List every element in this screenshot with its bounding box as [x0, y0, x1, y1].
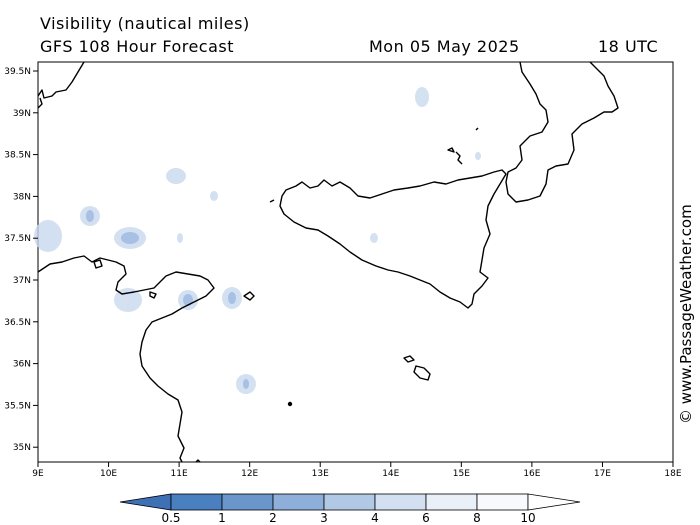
- colorbar-segment: [425, 493, 478, 511]
- libya-coast: [195, 459, 201, 463]
- malta: [413, 365, 431, 381]
- vis-patch: [183, 294, 193, 306]
- colorbar-segment: [374, 493, 427, 511]
- forecast-subtitle: GFS 108 Hour Forecast: [40, 37, 235, 56]
- vis-patch: [243, 379, 249, 389]
- forecast-date: Mon 05 May 2025: [369, 37, 520, 56]
- lampione: [287, 401, 293, 407]
- lat-tick-label: 36.5N: [4, 318, 31, 328]
- italy-coast: [505, 61, 619, 203]
- colorbar-label: 3: [320, 511, 328, 525]
- map-frame: [37, 61, 674, 463]
- colorbar: 0.5 1 2 3 4 6 8 10: [119, 493, 581, 525]
- vis-patch: [34, 220, 62, 252]
- lon-tick-label: 13E: [312, 469, 329, 479]
- lat-tick-label: 39.5N: [4, 67, 31, 77]
- watermark: © www.PassageWeather.com: [677, 204, 695, 424]
- vis-patch: [475, 152, 481, 160]
- colorbar-segment: [170, 493, 223, 511]
- lon-tick-label: 11E: [171, 469, 188, 479]
- pantelleria: [243, 291, 255, 301]
- lon-tick-label: 15E: [453, 469, 470, 479]
- vis-patch: [166, 168, 186, 184]
- colorbar-label: 2: [269, 511, 277, 525]
- map-title: Visibility (nautical miles): [40, 14, 250, 33]
- colorbar-label: 6: [422, 511, 430, 525]
- colorbar-segment: [221, 493, 274, 511]
- vis-patch: [370, 233, 378, 243]
- lat-tick-label: 38N: [13, 192, 31, 202]
- aeolian-island: [447, 147, 455, 153]
- colorbar-label: 10: [520, 511, 535, 525]
- aeolian-island-3: [475, 127, 479, 131]
- aeolian-island-2: [455, 151, 463, 165]
- watermark-text: © www.PassageWeather.com: [677, 204, 695, 424]
- colorbar-arrow-low: [119, 493, 172, 511]
- colorbar-label: 0.5: [161, 511, 180, 525]
- lat-tick-label: 36N: [13, 360, 31, 370]
- lon-tick-label: 9E: [32, 469, 44, 479]
- colorbar-segment: [272, 493, 325, 511]
- vis-patch: [415, 87, 429, 107]
- colorbar-label: 4: [371, 511, 379, 525]
- lat-tick-label: 38.5N: [4, 151, 31, 161]
- gozo: [403, 355, 415, 363]
- lat-tick-label: 37N: [13, 276, 31, 286]
- sardinia-coast-2: [37, 97, 43, 109]
- vis-patch: [228, 292, 236, 304]
- vis-patch: [177, 233, 183, 243]
- latitude-axis: 39.5N 39N 38.5N 38N 37.5N 37N 36.5N 36N 35.5N 35N: [4, 67, 38, 453]
- sicily-coast: [279, 169, 507, 309]
- lat-tick-label: 35N: [13, 443, 31, 453]
- vis-patch: [121, 232, 139, 244]
- colorbar-segment: [323, 493, 376, 511]
- lon-tick-label: 10E: [100, 469, 117, 479]
- coastlines: [37, 61, 619, 463]
- colorbar-segment: [476, 493, 529, 511]
- vis-patch: [86, 210, 94, 222]
- colorbar-label: 1: [218, 511, 226, 525]
- lat-tick-label: 35.5N: [4, 401, 31, 411]
- sardinia-coast: [37, 61, 85, 99]
- lat-tick-label: 37.5N: [4, 234, 31, 244]
- lon-tick-label: 12E: [241, 469, 258, 479]
- lon-tick-label: 17E: [594, 469, 611, 479]
- tunisia-lake-2: [149, 291, 157, 299]
- lon-tick-label: 14E: [382, 469, 399, 479]
- lon-tick-label: 18E: [664, 469, 681, 479]
- tunisia-lake: [93, 259, 103, 269]
- tunisia-coast: [37, 255, 215, 463]
- lat-tick-label: 39N: [13, 109, 31, 119]
- colorbar-label: 8: [473, 511, 481, 525]
- colorbar-arrow-high: [527, 493, 581, 511]
- egadi-island: [269, 199, 275, 203]
- longitude-axis: 9E 10E 11E 12E 13E 14E 15E 16E 17E 18E: [32, 462, 682, 479]
- lon-tick-label: 16E: [523, 469, 540, 479]
- vis-patch: [210, 191, 218, 201]
- forecast-time: 18 UTC: [598, 37, 659, 56]
